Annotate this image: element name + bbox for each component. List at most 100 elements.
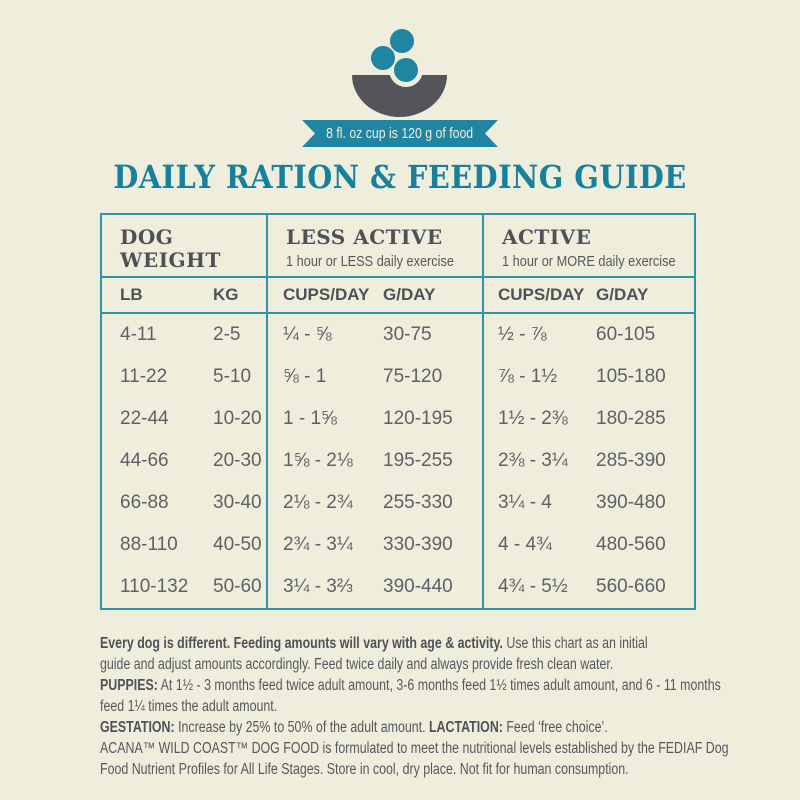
col-label-lb: LB [120, 285, 143, 304]
col-label-cups: CUPS/DAY [283, 285, 370, 304]
col-label-kg: KG [213, 285, 239, 304]
grams-per-day: 75-120 [383, 366, 443, 387]
note-text: feed 1¼ times the adult amount. [100, 698, 278, 715]
weight-lb: 4-11 [120, 324, 157, 345]
grams-per-day: 255-330 [383, 492, 453, 513]
less-active-cell: 2⅛ - 2¾ 255-330 [268, 482, 484, 524]
weight-cell: 88-110 40-50 [102, 524, 268, 566]
col-label-g: G/DAY [596, 285, 649, 304]
active-cell: ½ - ⅞ 60-105 [484, 314, 694, 356]
header-dog-weight: DOG WEIGHT [102, 215, 268, 278]
header-subtitle: 1 hour or MORE daily exercise [502, 253, 676, 270]
note-bold: Every dog is different. Feeding amounts … [100, 635, 503, 652]
cup-measure-text: 8 fl. oz cup is 120 g of food [326, 125, 474, 142]
active-cell: 2⅜ - 3¼ 285-390 [484, 440, 694, 482]
cups-per-day: ⅞ - 1½ [498, 366, 558, 387]
header-title: DOG WEIGHT [120, 225, 221, 272]
weight-lb: 44-66 [120, 450, 169, 471]
cups-per-day: ¼ - ⅝ [283, 324, 332, 345]
page-title: DAILY RATION & FEEDING GUIDE [113, 158, 687, 196]
grams-per-day: 285-390 [596, 450, 666, 471]
note-bold: PUPPIES: [100, 677, 158, 694]
weight-cell: 22-44 10-20 [102, 398, 268, 440]
grams-per-day: 180-285 [596, 408, 666, 429]
cups-per-day: ½ - ⅞ [498, 324, 547, 345]
active-cell: 4 - 4¾ 480-560 [484, 524, 694, 566]
weight-lb: 110-132 [120, 576, 189, 597]
subheader-active: CUPS/DAY G/DAY [484, 278, 694, 314]
cups-per-day: 2¾ - 3¼ [283, 534, 353, 555]
weight-kg: 5-10 [213, 366, 252, 387]
weight-kg: 2-5 [213, 324, 241, 345]
cups-per-day: 2⅛ - 2¾ [283, 492, 353, 513]
header-title: LESS ACTIVE [286, 225, 443, 249]
subheader-less-active: CUPS/DAY G/DAY [268, 278, 484, 314]
feeding-table: DOG WEIGHT LESS ACTIVE 1 hour or LESS da… [100, 213, 696, 610]
note-text: Feed ‘free choice’. [502, 719, 608, 736]
weight-cell: 44-66 20-30 [102, 440, 268, 482]
active-cell: 1½ - 2⅜ 180-285 [484, 398, 694, 440]
note-text: At 1½ - 3 months feed twice adult amount… [157, 677, 721, 694]
cups-per-day: 2⅜ - 3¼ [498, 450, 568, 471]
less-active-cell: 2¾ - 3¼ 330-390 [268, 524, 484, 566]
kibble-dot-icon [371, 46, 395, 70]
note-text: Food Nutrient Profiles for All Life Stag… [100, 761, 629, 778]
cups-per-day: 1⅝ - 2⅛ [283, 450, 353, 471]
weight-cell: 4-11 2-5 [102, 314, 268, 356]
feeding-notes: Every dog is different. Feeding amounts … [100, 633, 788, 780]
less-active-cell: ⅝ - 1 75-120 [268, 356, 484, 398]
note-line: GESTATION: Increase by 25% to 50% of the… [100, 717, 788, 738]
header-less-active: LESS ACTIVE 1 hour or LESS daily exercis… [268, 215, 484, 278]
header-title: ACTIVE [502, 225, 592, 249]
active-cell: 4¾ - 5½ 560-660 [484, 566, 694, 608]
note-bold: LACTATION: [428, 719, 503, 736]
weight-lb: 88-110 [120, 534, 178, 555]
cups-per-day: 4¾ - 5½ [498, 576, 568, 597]
weight-kg: 50-60 [213, 576, 262, 597]
grams-per-day: 390-440 [383, 576, 453, 597]
cup-measure-ribbon: 8 fl. oz cup is 120 g of food [302, 120, 498, 147]
note-line: ACANA™ WILD COAST™ DOG FOOD is formulate… [100, 738, 788, 759]
less-active-cell: 1 - 1⅝ 120-195 [268, 398, 484, 440]
less-active-cell: ¼ - ⅝ 30-75 [268, 314, 484, 356]
active-cell: ⅞ - 1½ 105-180 [484, 356, 694, 398]
cups-per-day: 4 - 4¾ [498, 534, 552, 555]
grams-per-day: 390-480 [596, 492, 666, 513]
grams-per-day: 560-660 [596, 576, 666, 597]
note-bold: GESTATION: [100, 719, 175, 736]
note-line: Food Nutrient Profiles for All Life Stag… [100, 759, 788, 780]
less-active-cell: 3¼ - 3⅔ 390-440 [268, 566, 484, 608]
note-text: ACANA™ WILD COAST™ DOG FOOD is formulate… [100, 740, 729, 757]
weight-lb: 66-88 [120, 492, 169, 513]
header-active: ACTIVE 1 hour or MORE daily exercise [484, 215, 694, 278]
col-label-cups: CUPS/DAY [498, 285, 585, 304]
weight-cell: 110-132 50-60 [102, 566, 268, 608]
grams-per-day: 30-75 [383, 324, 432, 345]
weight-kg: 20-30 [213, 450, 262, 471]
note-line: PUPPIES: At 1½ - 3 months feed twice adu… [100, 675, 788, 696]
active-cell: 3¼ - 4 390-480 [484, 482, 694, 524]
weight-cell: 11-22 5-10 [102, 356, 268, 398]
cups-per-day: 3¼ - 3⅔ [283, 576, 353, 597]
cups-per-day: 1 - 1⅝ [283, 408, 337, 429]
col-label-g: G/DAY [383, 285, 436, 304]
cups-per-day: 3¼ - 4 [498, 492, 552, 513]
weight-lb: 11-22 [120, 366, 168, 387]
note-line: feed 1¼ times the adult amount. [100, 696, 788, 717]
note-text: Use this chart as an initial [502, 635, 648, 652]
subheader-weight: LB KG [102, 278, 268, 314]
cups-per-day: ⅝ - 1 [283, 366, 327, 387]
grams-per-day: 330-390 [383, 534, 453, 555]
weight-lb: 22-44 [120, 408, 169, 429]
note-line: guide and adjust amounts accordingly. Fe… [100, 654, 788, 675]
cups-per-day: 1½ - 2⅜ [498, 408, 568, 429]
note-text: Increase by 25% to 50% of the adult amou… [174, 719, 429, 736]
weight-kg: 40-50 [213, 534, 262, 555]
kibble-dot-icon [394, 58, 418, 82]
weight-cell: 66-88 30-40 [102, 482, 268, 524]
kibble-dot-icon [390, 29, 414, 53]
grams-per-day: 105-180 [596, 366, 666, 387]
note-text: guide and adjust amounts accordingly. Fe… [100, 656, 614, 673]
weight-kg: 10-20 [213, 408, 262, 429]
